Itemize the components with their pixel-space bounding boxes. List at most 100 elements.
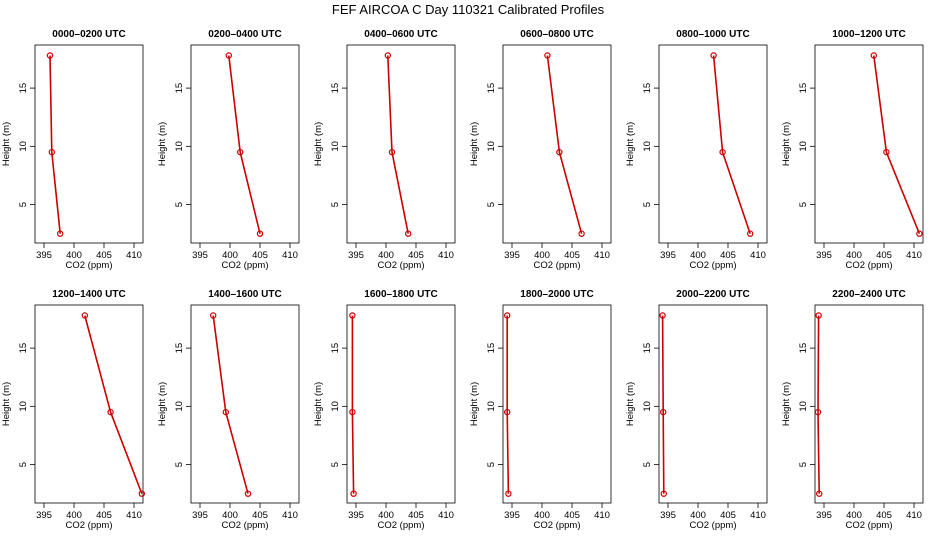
- x-tick-label: 405: [876, 510, 892, 521]
- data-point: [660, 490, 668, 497]
- y-axis-label: Height (m): [781, 122, 792, 166]
- panel-title: 1400–1600 UTC: [208, 289, 281, 300]
- y-tick-label: 5: [642, 202, 653, 207]
- x-tick-label: 410: [906, 250, 922, 261]
- y-axis-label: Height (m): [313, 122, 324, 166]
- panel-title: 1600–1800 UTC: [364, 289, 437, 300]
- y-tick-label: 5: [798, 202, 809, 207]
- profile-panel: 1800–2000 UTC 395 400 405 410 CO2 (ppm) 5 10 15 H…: [469, 289, 612, 531]
- profile-panel: 1000–1200 UTC 395 400 405 410 CO2 (ppm) 5 10 15 H…: [781, 29, 924, 271]
- panel-title: 0200–0400 UTC: [208, 29, 281, 40]
- x-tick-label: 405: [252, 510, 268, 521]
- profile-line: [387, 55, 409, 234]
- profile-line: [661, 315, 665, 494]
- data-point: [48, 148, 56, 156]
- x-tick-label: 410: [594, 510, 610, 521]
- y-axis-label: Height (m): [1, 122, 12, 166]
- data-point: [719, 148, 726, 156]
- x-tick-label: 395: [36, 250, 52, 261]
- x-tick-label: 410: [750, 510, 766, 521]
- plot-frame: [190, 304, 300, 504]
- x-tick-label: 395: [36, 510, 52, 521]
- x-axis-label: CO2 (ppm): [378, 260, 425, 271]
- panel-title: 2000–2200 UTC: [676, 289, 749, 300]
- y-tick-label: 10: [18, 401, 29, 412]
- profile-line: [49, 55, 61, 234]
- y-axis-label: Height (m): [469, 382, 480, 426]
- profile-line: [712, 55, 751, 234]
- x-tick-label: 405: [408, 250, 424, 261]
- plot-frame: [34, 44, 144, 244]
- data-point: [578, 230, 585, 237]
- y-tick-label: 15: [642, 343, 653, 354]
- profile-panel: 0200–0400 UTC 395 400 405 410 CO2 (ppm) 5 10 15 H…: [157, 29, 300, 271]
- x-tick-label: 400: [534, 510, 550, 521]
- x-tick-label: 395: [348, 510, 364, 521]
- plot-frame: [34, 304, 144, 504]
- x-axis-label: CO2 (ppm): [222, 520, 269, 531]
- y-axis-label: Height (m): [625, 122, 636, 166]
- x-tick-label: 400: [690, 510, 706, 521]
- profile-panel: 0400–0600 UTC 395 400 405 410 CO2 (ppm) 5 10 15 H…: [313, 29, 456, 271]
- x-axis-label: CO2 (ppm): [690, 260, 737, 271]
- y-tick-label: 5: [330, 462, 341, 467]
- y-tick-label: 15: [174, 343, 185, 354]
- x-tick-label: 400: [846, 510, 862, 521]
- data-point: [710, 52, 717, 59]
- data-point: [504, 408, 511, 416]
- x-tick-label: 410: [126, 250, 142, 261]
- profile-line: [506, 315, 510, 494]
- data-point: [256, 230, 264, 237]
- data-point: [505, 490, 512, 497]
- panel-title: 1000–1200 UTC: [832, 29, 905, 40]
- profile-panel: 2200–2400 UTC 395 400 405 410 CO2 (ppm) 5 10 15 H…: [781, 289, 924, 531]
- data-point: [236, 148, 244, 156]
- x-tick-label: 410: [594, 250, 610, 261]
- panel-title: 2200–2400 UTC: [832, 289, 905, 300]
- panel-title: 0400–0600 UTC: [364, 29, 437, 40]
- y-tick-label: 10: [798, 401, 809, 412]
- data-point: [81, 312, 89, 319]
- y-tick-label: 5: [174, 202, 185, 207]
- y-tick-label: 15: [486, 83, 497, 94]
- panel-title: 0600–0800 UTC: [520, 29, 593, 40]
- x-tick-label: 410: [906, 510, 922, 521]
- panel-title: 1200–1400 UTC: [52, 289, 125, 300]
- x-tick-label: 400: [378, 510, 394, 521]
- data-point: [225, 52, 232, 59]
- data-point: [660, 408, 667, 416]
- x-tick-label: 395: [348, 250, 364, 261]
- panel-title: 1800–2000 UTC: [520, 289, 593, 300]
- x-tick-label: 395: [192, 510, 208, 521]
- x-axis-label: CO2 (ppm): [846, 520, 893, 531]
- x-axis-label: CO2 (ppm): [690, 520, 737, 531]
- data-point: [815, 312, 822, 319]
- data-point: [349, 408, 356, 416]
- data-point: [350, 490, 357, 497]
- data-point: [209, 312, 217, 319]
- x-tick-label: 410: [282, 250, 298, 261]
- data-point: [46, 52, 54, 59]
- y-tick-label: 10: [174, 141, 185, 152]
- x-tick-label: 395: [816, 510, 832, 521]
- y-tick-label: 5: [18, 202, 29, 207]
- y-tick-label: 15: [330, 343, 341, 354]
- y-tick-label: 10: [642, 401, 653, 412]
- y-tick-label: 15: [642, 83, 653, 94]
- plot-frame: [502, 304, 612, 504]
- x-tick-label: 405: [876, 250, 892, 261]
- y-tick-label: 10: [798, 141, 809, 152]
- data-point: [388, 148, 396, 156]
- y-tick-label: 15: [798, 83, 809, 94]
- x-tick-label: 395: [816, 250, 832, 261]
- y-tick-label: 5: [330, 202, 341, 207]
- y-tick-label: 15: [18, 83, 29, 94]
- data-point: [870, 52, 878, 59]
- y-tick-label: 15: [18, 343, 29, 354]
- x-tick-label: 395: [660, 250, 676, 261]
- data-point: [556, 148, 563, 156]
- data-point: [405, 230, 412, 237]
- y-axis-label: Height (m): [1, 382, 12, 426]
- data-point: [222, 408, 229, 416]
- x-tick-label: 410: [750, 250, 766, 261]
